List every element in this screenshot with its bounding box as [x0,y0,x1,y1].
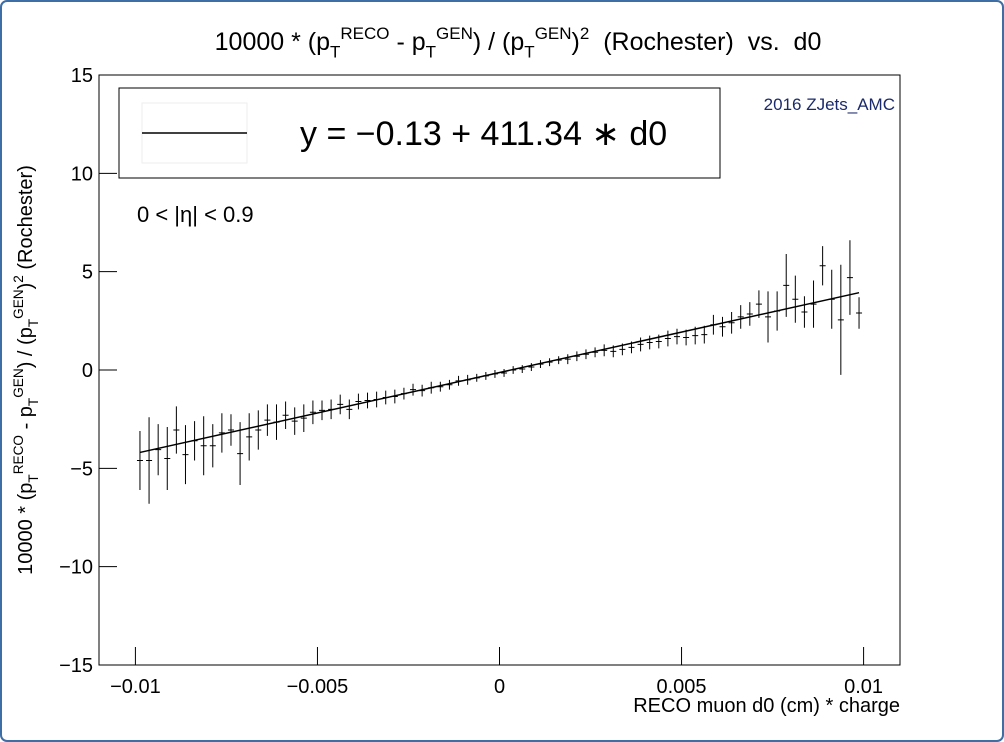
data-point [683,329,690,346]
y-tick-label: 10 [71,163,93,185]
x-tick-label: −0.01 [110,676,161,698]
data-point [737,305,744,329]
text-part: (Rochester) vs. d0 [589,28,821,56]
y-tick-label: −5 [70,458,93,480]
y-tick-label: 15 [71,65,93,87]
data-point [846,240,853,315]
y-tick-label: 0 [82,360,93,382]
data-point [364,392,371,409]
text-sup: GEN [11,289,26,318]
data-point [309,400,316,425]
x-axis-title: RECO muon d0 (cm) * charge [633,695,900,717]
data-point [164,427,171,490]
text-part: - p [15,406,37,435]
data-point [264,404,271,436]
data-point [237,422,244,486]
data-point [227,414,234,446]
text-sup: RECO [340,24,389,43]
data-point [519,365,526,373]
text-part: - p [390,28,426,56]
text-part: 10000 * (p [215,28,330,56]
data-point [664,330,671,347]
data-point [319,400,326,421]
text-sub: T [524,43,534,62]
data-point [155,424,162,476]
y-axis-title: 10000 * (pTRECO - pTGEN) / (pTGEN)2 (Roc… [11,165,41,575]
text-sup: GEN [535,24,572,43]
data-point [346,399,353,420]
text-part: ) / (p [473,28,524,56]
text-part: (Rochester) [15,165,37,275]
data-point [792,275,799,323]
x-tick-label: 0 [494,676,505,698]
text-sub: T [26,398,41,406]
data-point [218,413,225,453]
data-point [146,417,153,504]
data-point [209,424,216,468]
text-part: ) [15,283,37,290]
data-point [810,280,817,328]
chart-title: 10000 * (pTRECO - pTGEN) / (pTGEN)2 (Roc… [215,24,822,62]
data-point [837,264,844,375]
text-sub: T [26,319,41,327]
text-sub: T [330,43,340,62]
data-point [728,311,735,334]
data-point [801,296,808,328]
data-point [291,407,298,435]
data-point [337,394,344,415]
x-tick-label: 0.005 [657,676,707,698]
data-point [528,363,535,371]
data-point [755,290,762,318]
text-sup: GEN [11,368,26,397]
data-point [501,369,508,377]
data-point [182,425,189,485]
text-part: 10000 * (p [15,483,37,575]
data-point [637,337,644,352]
text-sup: 2 [580,24,589,43]
data-point [282,401,289,429]
data-point [673,328,680,345]
text-sup: RECO [11,435,26,474]
legend-label: y = −0.13 + 411.34 ∗ d0 [300,115,667,153]
y-tick-label: −15 [59,655,93,677]
data-point [701,325,708,344]
data-point [564,354,571,365]
text-sup: GEN [436,24,473,43]
text-part: ) / (p [15,327,37,368]
annotation: 0 < |η| < 0.9 [137,202,254,227]
y-tick-label: −10 [59,557,93,579]
data-point [765,291,772,343]
text-sub: T [426,43,436,62]
data-point [646,335,653,350]
data-point [719,316,726,337]
text-part: ) [572,28,580,56]
text-sup: 2 [11,275,26,283]
annotation: 2016 ZJets_AMC [764,95,895,114]
data-point [783,253,790,317]
data-point [819,246,826,286]
data-point [200,416,207,476]
y-tick-label: 5 [82,262,93,284]
data-point [746,302,753,326]
data-point [355,393,362,410]
data-point [136,430,143,490]
data-point [856,297,863,329]
data-point [300,404,307,432]
data-point [255,410,262,450]
data-point [246,413,253,461]
data-point [410,383,417,396]
text-sub: T [26,474,41,482]
data-point [173,406,180,454]
x-tick-label: 0.01 [844,676,883,698]
fit-line [139,291,860,454]
x-tick-label: −0.005 [287,676,349,698]
